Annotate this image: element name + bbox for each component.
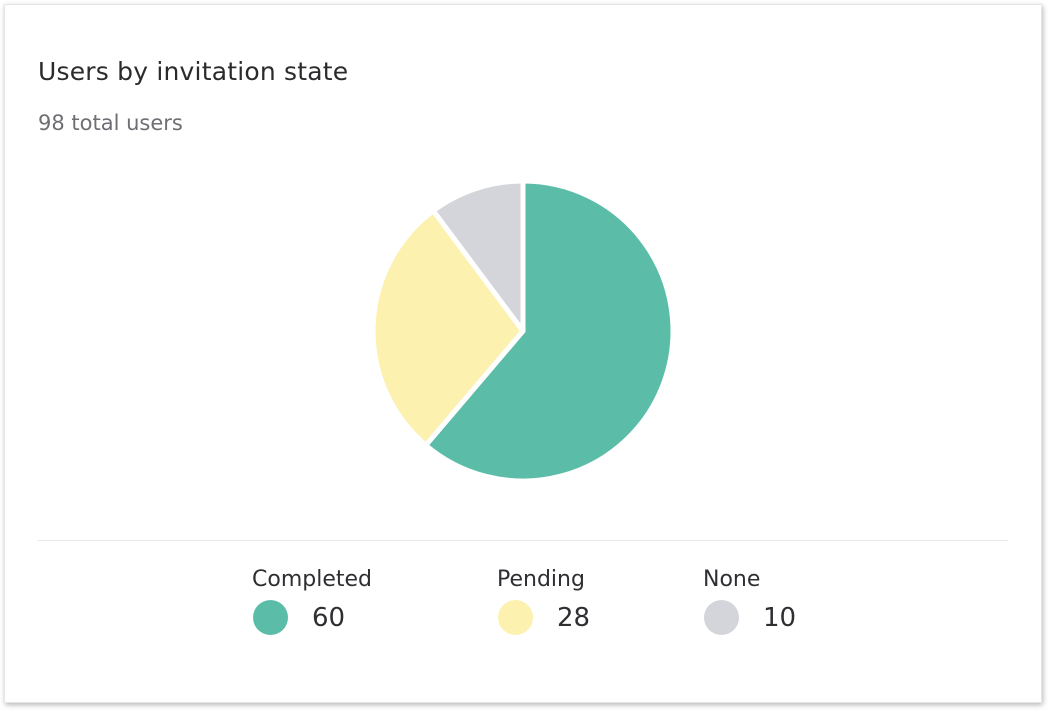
legend-value-pending: 28 [557, 603, 591, 633]
legend-swatch-completed [253, 600, 288, 635]
chart-subtitle: 98 total users [38, 111, 183, 135]
legend-label-none: None [703, 567, 761, 592]
legend-label-pending: Pending [497, 567, 585, 592]
legend-value-none: 10 [763, 603, 797, 633]
chart-title: Users by invitation state [38, 57, 349, 86]
pie-slice-none[interactable] [430, 178, 526, 334]
pie-slices [370, 178, 676, 484]
legend-value-completed: 60 [312, 603, 346, 633]
legend-swatch-pending [498, 600, 533, 635]
legend-divider [38, 540, 1008, 541]
pie-slice-pending[interactable] [370, 208, 526, 448]
legend-swatch-none [704, 600, 739, 635]
pie-chart [370, 178, 676, 484]
chart-card: Users by invitation state 98 total users… [4, 4, 1042, 703]
legend-label-completed: Completed [252, 567, 372, 592]
pie-slice-completed[interactable] [423, 178, 676, 484]
